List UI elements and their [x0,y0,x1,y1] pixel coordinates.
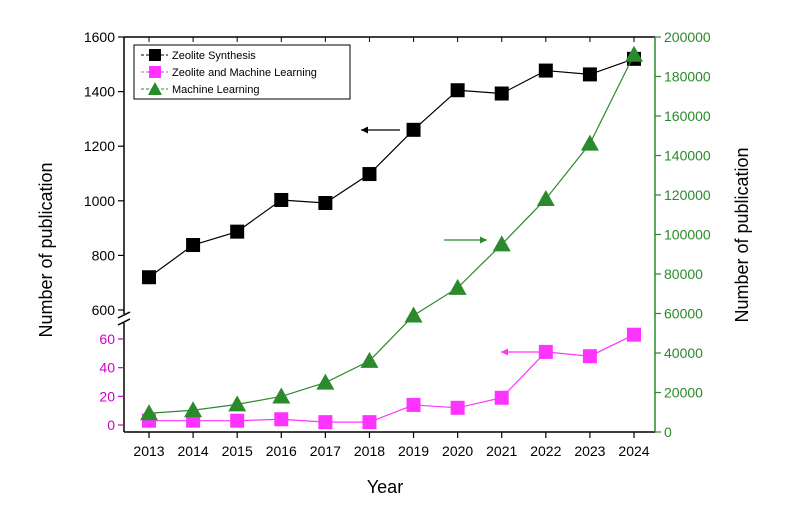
data-point [142,270,156,285]
legend-label: Machine Learning [172,84,259,96]
data-point [627,327,641,342]
right-tick-label: 180000 [664,69,711,85]
left-axis-title: Number of publication [36,162,56,337]
x-tick-label: 2018 [354,443,385,459]
series-layer [140,45,643,430]
x-tick-label: 2021 [486,443,517,459]
legend-box [133,44,351,100]
data-point [580,134,599,151]
right-tick-label: 120000 [664,187,711,203]
right-tick-label: 80000 [664,266,703,282]
left-upper-tick-label: 1200 [84,138,115,154]
left-upper-tick-label: 1000 [84,193,115,209]
data-point [538,63,553,78]
legend-label: Zeolite and Machine Learning [172,67,317,79]
left-upper-tick-label: 1400 [84,84,115,100]
legend-label: Zeolite Synthesis [172,50,256,62]
x-tick-label: 2013 [133,443,164,459]
x-tick-label: 2015 [222,443,253,459]
x-tick-label: 2019 [398,443,429,459]
left-lower-tick-label: 40 [99,360,115,376]
data-point [404,306,423,323]
x-tick-label: 2023 [574,443,605,459]
left-upper-tick-label: 1600 [84,29,115,45]
data-point [230,224,245,239]
data-point [186,238,201,253]
x-tick-label: 2017 [310,443,341,459]
data-point [228,395,247,412]
x-tick-label: 2022 [530,443,561,459]
data-point [318,415,333,430]
data-point [536,189,555,206]
series-line [149,334,635,423]
right-tick-label: 60000 [664,306,703,322]
arrow-head [501,348,508,356]
legend-marker [149,49,161,61]
left-upper-tick-label: 600 [92,302,116,318]
data-point [538,344,553,359]
right-tick-label: 0 [664,424,672,440]
data-point [450,400,465,415]
legend-marker [148,82,162,95]
data-point [140,404,158,421]
x-tick-label: 2016 [266,443,297,459]
data-point [362,167,377,182]
data-point [362,415,377,430]
data-point [494,86,509,101]
data-point [582,349,597,364]
data-point [406,397,421,412]
arrow-head [361,126,368,134]
left-lower-tick-label: 60 [99,331,115,347]
right-tick-label: 40000 [664,345,703,361]
right-tick-label: 160000 [664,108,711,124]
left-lower-tick-label: 0 [107,417,115,433]
data-point [274,192,289,207]
data-point [360,351,379,368]
x-tick-label: 2014 [178,443,209,459]
series-line [148,58,635,278]
right-tick-label: 140000 [664,148,711,164]
data-point [318,195,333,210]
data-point [494,390,509,405]
data-point [406,122,421,137]
x-tick-label: 2024 [618,443,649,459]
right-axis-title: Number of publication [732,147,752,322]
data-point [450,83,465,98]
data-point [316,373,335,390]
data-point [448,278,467,295]
left-upper-tick-label: 800 [92,247,116,263]
data-point [184,401,203,418]
data-point [492,235,511,252]
right-tick-label: 200000 [664,29,711,45]
arrow-head [480,236,487,244]
axis-break-mark [117,311,131,319]
right-tick-label: 20000 [664,385,703,401]
left-lower-tick-label: 20 [99,388,115,404]
axis-break-mark [117,318,131,326]
data-point [274,412,289,427]
data-point [230,413,245,428]
legend-marker [149,66,161,78]
data-point [582,67,597,82]
data-point [272,387,291,404]
right-tick-label: 100000 [664,227,711,243]
data-point [625,45,643,62]
legend: Zeolite Synthesis Zeolite and Machine Lea… [133,44,351,100]
x-axis-title: Year [367,477,403,497]
series-line [148,54,635,414]
axes: 2013 2014 2015 2016 2017 2018 2019 2020 2021 2022… [84,29,711,459]
x-tick-label: 2020 [442,443,473,459]
